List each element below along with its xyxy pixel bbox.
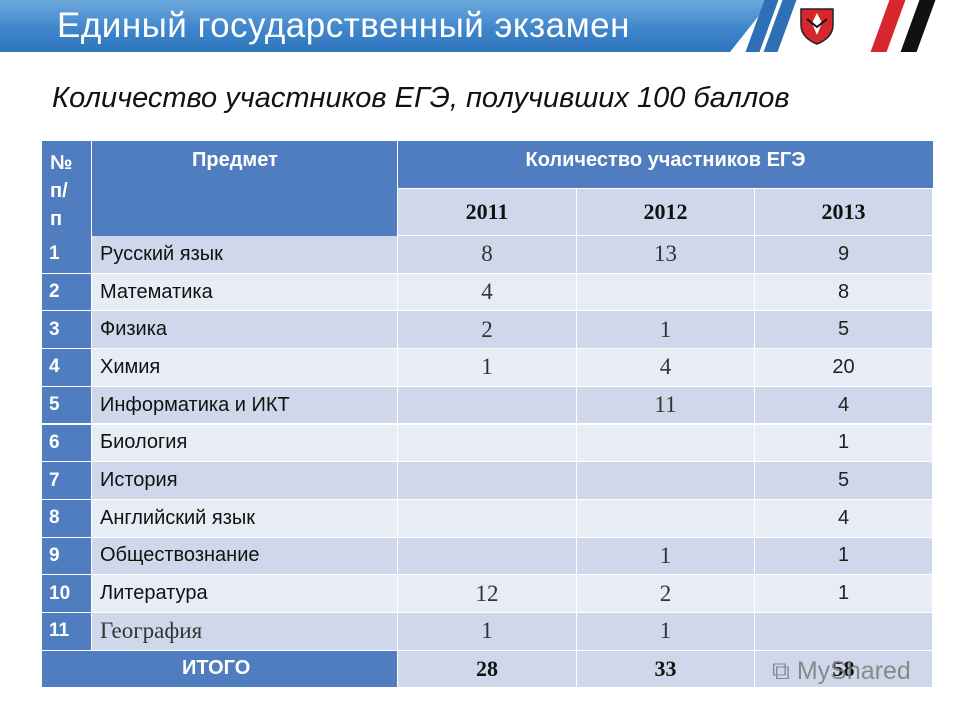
cell-2011 — [398, 537, 576, 575]
cell-2013 — [755, 613, 932, 650]
emblem-icon — [800, 8, 834, 45]
row-number: 6 — [42, 424, 91, 462]
cell-2012: 13 — [577, 236, 754, 273]
row-number: 9 — [42, 537, 91, 575]
col-header-number: № п/ п — [42, 141, 91, 236]
cell-2011: 4 — [398, 273, 576, 311]
cell-2011: 1 — [398, 349, 576, 386]
subject-name: Информатика и ИКТ — [92, 386, 397, 424]
subject-name: Литература — [92, 575, 397, 612]
cell-2011 — [398, 424, 576, 462]
cell-2013: 4 — [755, 499, 932, 537]
cell-2012: 4 — [577, 349, 754, 386]
cell-2012: 11 — [577, 386, 754, 424]
cell-2011: 12 — [398, 575, 576, 612]
cell-2012 — [577, 273, 754, 311]
row-number: 4 — [42, 349, 91, 386]
subject-name: Математика — [92, 273, 397, 311]
subject-name: Обществознание — [92, 537, 397, 575]
cell-2011: 1 — [398, 613, 576, 650]
cell-2012 — [577, 424, 754, 462]
cell-2013: 1 — [755, 537, 932, 575]
cell-2012: 2 — [577, 575, 754, 612]
cell-2012: 1 — [577, 311, 754, 349]
header-title: Единый государственный экзамен — [57, 6, 630, 45]
results-table: № п/ п Предмет Количество участников ЕГЭ 20… — [42, 141, 933, 690]
subject-name: Биология — [92, 424, 397, 462]
subject-name: Русский язык — [92, 236, 397, 273]
cell-2012: 1 — [577, 537, 754, 575]
subject-name: География — [92, 613, 397, 650]
total-value: 28 — [398, 650, 576, 687]
row-number: 2 — [42, 273, 91, 311]
row-number: 8 — [42, 499, 91, 537]
row-number: 11 — [42, 613, 91, 650]
cell-2013: 4 — [755, 386, 932, 424]
cell-2013: 9 — [755, 236, 932, 273]
cell-2012: 1 — [577, 613, 754, 650]
cell-2011 — [398, 386, 576, 424]
cell-2011: 2 — [398, 311, 576, 349]
cell-2013: 1 — [755, 424, 932, 462]
row-number: 10 — [42, 575, 91, 612]
cell-2013: 5 — [755, 462, 932, 499]
row-number: 1 — [42, 236, 91, 273]
col-header-subject: Предмет — [92, 141, 397, 236]
slide-subtitle: Количество участников ЕГЭ, получивших 10… — [52, 82, 790, 114]
subject-name: История — [92, 462, 397, 499]
row-number: 7 — [42, 462, 91, 499]
cell-2013: 8 — [755, 273, 932, 311]
row-number: 5 — [42, 386, 91, 424]
col-header-count: Количество участников ЕГЭ — [398, 141, 933, 188]
row-number: 3 — [42, 311, 91, 349]
watermark: ⧉ MyShared — [772, 657, 911, 686]
year-header-2012: 2012 — [577, 189, 754, 235]
year-header-2011: 2011 — [398, 189, 576, 235]
watermark-text: MyShared — [796, 657, 911, 685]
cell-2011 — [398, 499, 576, 537]
subject-name: Английский язык — [92, 499, 397, 537]
subject-name: Химия — [92, 349, 397, 386]
year-header-2013: 2013 — [755, 189, 932, 235]
cell-2012 — [577, 462, 754, 499]
share-icon: ⧉ — [772, 657, 790, 685]
total-label: ИТОГО — [42, 650, 397, 687]
cell-2013: 1 — [755, 575, 932, 612]
cell-2013: 20 — [755, 349, 932, 386]
cell-2013: 5 — [755, 311, 932, 349]
cell-2011: 8 — [398, 236, 576, 273]
total-value: 58 — [755, 650, 932, 687]
cell-2011 — [398, 462, 576, 499]
total-value: 33 — [577, 650, 754, 687]
subject-name: Физика — [92, 311, 397, 349]
cell-2012 — [577, 499, 754, 537]
